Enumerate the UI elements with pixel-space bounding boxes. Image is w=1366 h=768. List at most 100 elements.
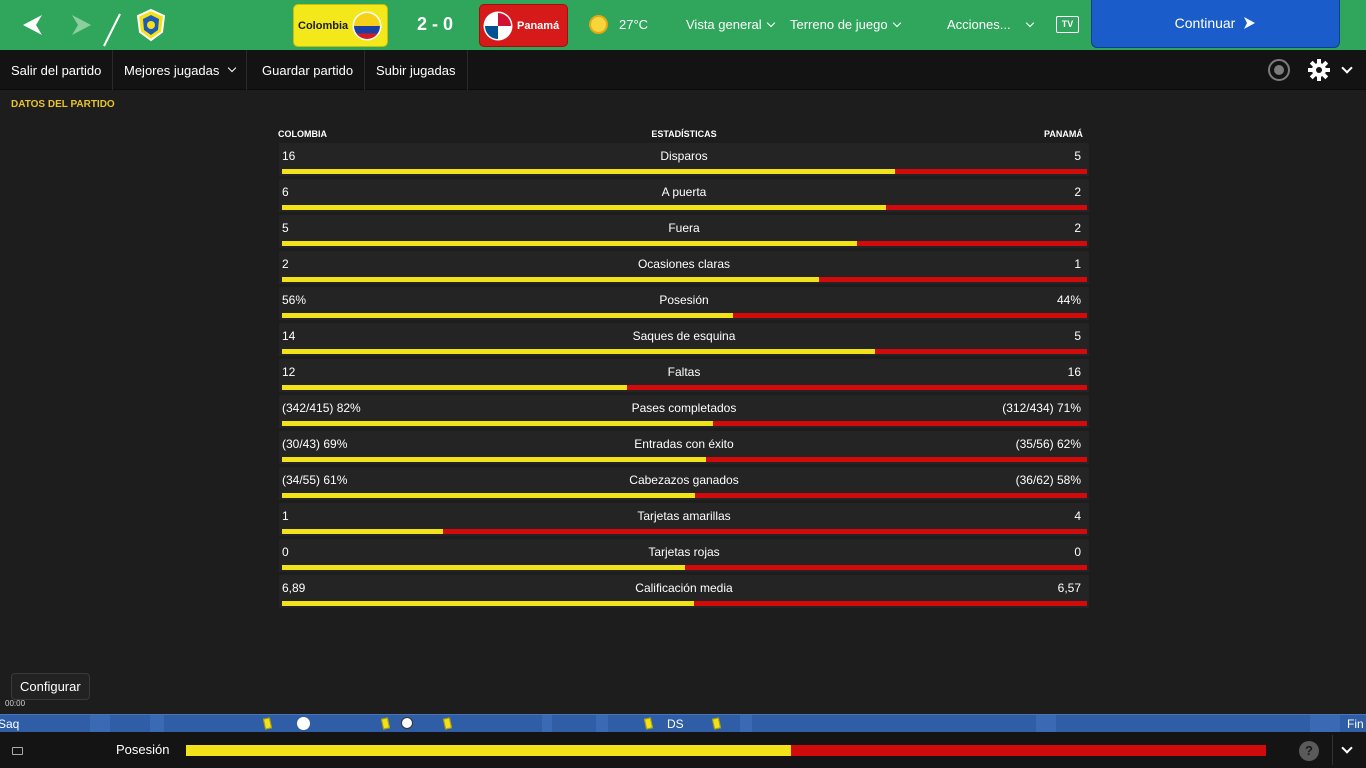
- goal-ball-icon[interactable]: [401, 717, 413, 729]
- upload-highlights-button[interactable]: Subir jugadas: [365, 50, 468, 90]
- back-arrow-icon[interactable]: [18, 10, 48, 40]
- forward-arrow-icon[interactable]: [66, 10, 96, 40]
- save-match-button[interactable]: Guardar partido: [251, 50, 366, 90]
- stat-comparison-bar: [282, 529, 1087, 534]
- chevron-down-icon: [892, 18, 901, 27]
- stat-comparison-bar: [282, 565, 1087, 570]
- card-icon[interactable]: [12, 747, 23, 755]
- stat-comparison-bar: [282, 241, 1087, 246]
- help-icon[interactable]: ?: [1299, 741, 1319, 761]
- stat-home-value: 14: [282, 329, 296, 343]
- possession-home-fill: [186, 745, 791, 756]
- stat-row: 5 Fuera 2: [279, 215, 1089, 248]
- stat-row: 16 Disparos 5: [279, 143, 1089, 176]
- club-crest-icon[interactable]: [134, 8, 168, 42]
- stat-row: (34/55) 61% Cabezazos ganados (36/62) 58%: [279, 467, 1089, 500]
- stat-row: 6 A puerta 2: [279, 179, 1089, 212]
- stat-row: (342/415) 82% Pases completados (312/434) …: [279, 395, 1089, 428]
- menu-overview-label: Vista general: [686, 17, 762, 32]
- timeline-fulltime-label: Fin: [1347, 717, 1364, 731]
- stat-name: Posesión: [659, 293, 709, 307]
- stat-name: Calificación media: [635, 581, 733, 595]
- menu-pitch-label: Terreno de juego: [790, 17, 888, 32]
- yellow-card-icon[interactable]: [262, 717, 273, 730]
- save-match-label: Guardar partido: [262, 62, 354, 78]
- timeline-segment: [542, 715, 552, 733]
- menu-pitch[interactable]: Terreno de juego: [790, 17, 901, 32]
- timeline-segment: [740, 715, 752, 733]
- stat-home-value: 16: [282, 149, 296, 163]
- timeline-segment: [150, 715, 164, 733]
- stat-home-fill: [282, 349, 876, 354]
- yellow-card-icon[interactable]: [442, 717, 453, 730]
- stat-home-fill: [282, 457, 707, 462]
- stat-home-fill: [282, 241, 857, 246]
- stat-comparison-bar: [282, 205, 1087, 210]
- record-icon[interactable]: [1268, 59, 1290, 81]
- temperature: 27°C: [619, 17, 649, 32]
- stat-home-fill: [282, 529, 443, 534]
- weather: 27°C: [589, 15, 648, 34]
- divider: [1332, 735, 1333, 765]
- away-team-box[interactable]: Panamá: [479, 4, 568, 47]
- timeline-segment: [1036, 715, 1056, 733]
- stat-name: Cabezazos ganados: [629, 473, 739, 487]
- stat-name: Disparos: [660, 149, 708, 163]
- timeline-segment: [1310, 715, 1340, 733]
- possession-bar: [186, 745, 1266, 756]
- stat-comparison-bar: [282, 421, 1087, 426]
- match-toolbar: Salir del partido Mejores jugadas Guarda…: [0, 50, 1366, 90]
- timeline-segment: [596, 715, 608, 733]
- stat-name: A puerta: [661, 185, 707, 199]
- menu-actions-label: Acciones...: [947, 17, 1011, 32]
- stat-name: Tarjetas rojas: [648, 545, 720, 559]
- stat-home-value: 2: [282, 257, 289, 271]
- stat-home-fill: [282, 565, 685, 570]
- upload-highlights-label: Subir jugadas: [376, 62, 456, 78]
- timeline-kickoff-label: Saq: [0, 717, 20, 731]
- possession-label: Posesión: [116, 742, 170, 757]
- stat-row: 12 Faltas 16: [279, 359, 1089, 392]
- stat-name: Pases completados: [631, 401, 737, 415]
- configure-label: Configurar: [20, 679, 81, 694]
- stat-comparison-bar: [282, 601, 1087, 606]
- stat-away-value: 0: [1074, 545, 1081, 559]
- menu-overview[interactable]: Vista general: [686, 17, 775, 32]
- menu-actions[interactable]: Acciones...: [947, 17, 1034, 32]
- stat-home-value: 0: [282, 545, 289, 559]
- continue-label: Continuar: [1174, 15, 1236, 31]
- stat-row: 2 Ocasiones claras 1: [279, 251, 1089, 284]
- stat-name: Ocasiones claras: [637, 257, 731, 271]
- stat-home-fill: [282, 277, 819, 282]
- stat-comparison-bar: [282, 457, 1087, 462]
- divider-slash-icon: [103, 13, 121, 47]
- stat-comparison-bar: [282, 349, 1087, 354]
- stat-name: Saques de esquina: [632, 329, 736, 343]
- gear-icon[interactable]: [1308, 59, 1330, 81]
- exit-match-label: Salir del partido: [11, 62, 102, 78]
- panama-flag-icon[interactable]: [297, 717, 310, 730]
- stat-away-value: 2: [1074, 221, 1081, 235]
- yellow-card-icon[interactable]: [711, 717, 722, 730]
- configure-button[interactable]: Configurar: [11, 673, 90, 700]
- continue-button[interactable]: Continuar: [1091, 0, 1340, 48]
- stat-away-value: (36/62) 58%: [1015, 473, 1081, 487]
- stat-home-fill: [282, 169, 896, 174]
- stat-home-value: 5: [282, 221, 289, 235]
- stat-home-fill: [282, 205, 886, 210]
- stats-head-title: ESTADÍSTICAS: [651, 129, 717, 139]
- exit-match-button[interactable]: Salir del partido: [0, 50, 114, 90]
- stat-name: Fuera: [668, 221, 700, 235]
- yellow-card-icon[interactable]: [643, 717, 654, 730]
- tv-icon[interactable]: TV: [1056, 16, 1079, 33]
- stat-comparison-bar: [282, 385, 1087, 390]
- highlights-menu[interactable]: Mejores jugadas: [113, 50, 248, 90]
- match-timeline[interactable]: Saq DS Fin: [0, 714, 1366, 733]
- yellow-card-icon[interactable]: [380, 717, 391, 730]
- home-team-box[interactable]: Colombia: [293, 4, 388, 47]
- stat-home-value: (342/415) 82%: [282, 401, 361, 415]
- stat-home-fill: [282, 601, 695, 606]
- stat-away-value: (35/56) 62%: [1015, 437, 1081, 451]
- match-score: 2 - 0: [416, 14, 454, 34]
- home-team-name: Colombia: [298, 19, 349, 32]
